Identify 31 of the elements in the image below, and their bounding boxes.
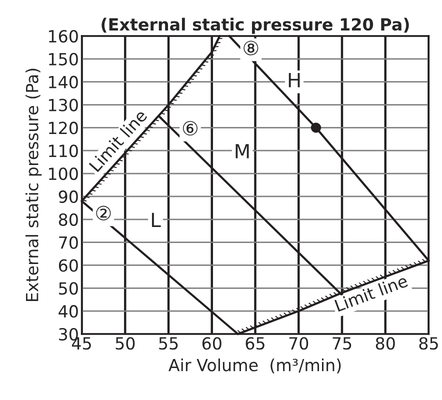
x-tick-label: 70 xyxy=(289,337,308,350)
annotation: ⑥ xyxy=(182,120,198,136)
y-tick-label: 60 xyxy=(58,259,78,272)
y-tick-label: 90 xyxy=(58,190,78,204)
y-tick-label: 80 xyxy=(58,213,78,226)
y-tick-label: 100 xyxy=(49,168,78,180)
y-tick-label: 120 xyxy=(49,122,78,134)
y-tick-label: 50 xyxy=(59,282,78,295)
y-tick-label: 130 xyxy=(49,98,78,112)
chart-title: (External static pressure 120 Pa) xyxy=(102,18,409,34)
x-tick-label: 85 xyxy=(419,337,438,350)
x-axis-title: Air Volume (m³/min) xyxy=(168,358,341,374)
annotation: L xyxy=(152,212,161,228)
annotation: ⑧ xyxy=(244,40,258,56)
y-tick-label: 160 xyxy=(49,30,78,43)
y-axis-title: External static pressure (Pa) xyxy=(25,68,42,302)
y-tick-label: 140 xyxy=(49,76,78,88)
y-tick-label: 70 xyxy=(59,236,78,249)
y-tick-label: 150 xyxy=(49,52,78,66)
annotation: H xyxy=(288,73,300,88)
annotation: M xyxy=(236,144,249,158)
x-tick-label: 55 xyxy=(159,337,178,350)
annotation: ② xyxy=(96,206,111,220)
x-tick-label: 80 xyxy=(376,337,395,350)
y-tick-label: 40 xyxy=(58,305,78,318)
x-tick-label: 65 xyxy=(246,337,264,350)
x-tick-label: 50 xyxy=(116,337,135,350)
x-tick-label: 60 xyxy=(202,337,222,350)
x-tick-label: 75 xyxy=(332,337,352,350)
legend-label: Limit line xyxy=(334,274,408,312)
y-tick-label: 110 xyxy=(49,144,78,158)
